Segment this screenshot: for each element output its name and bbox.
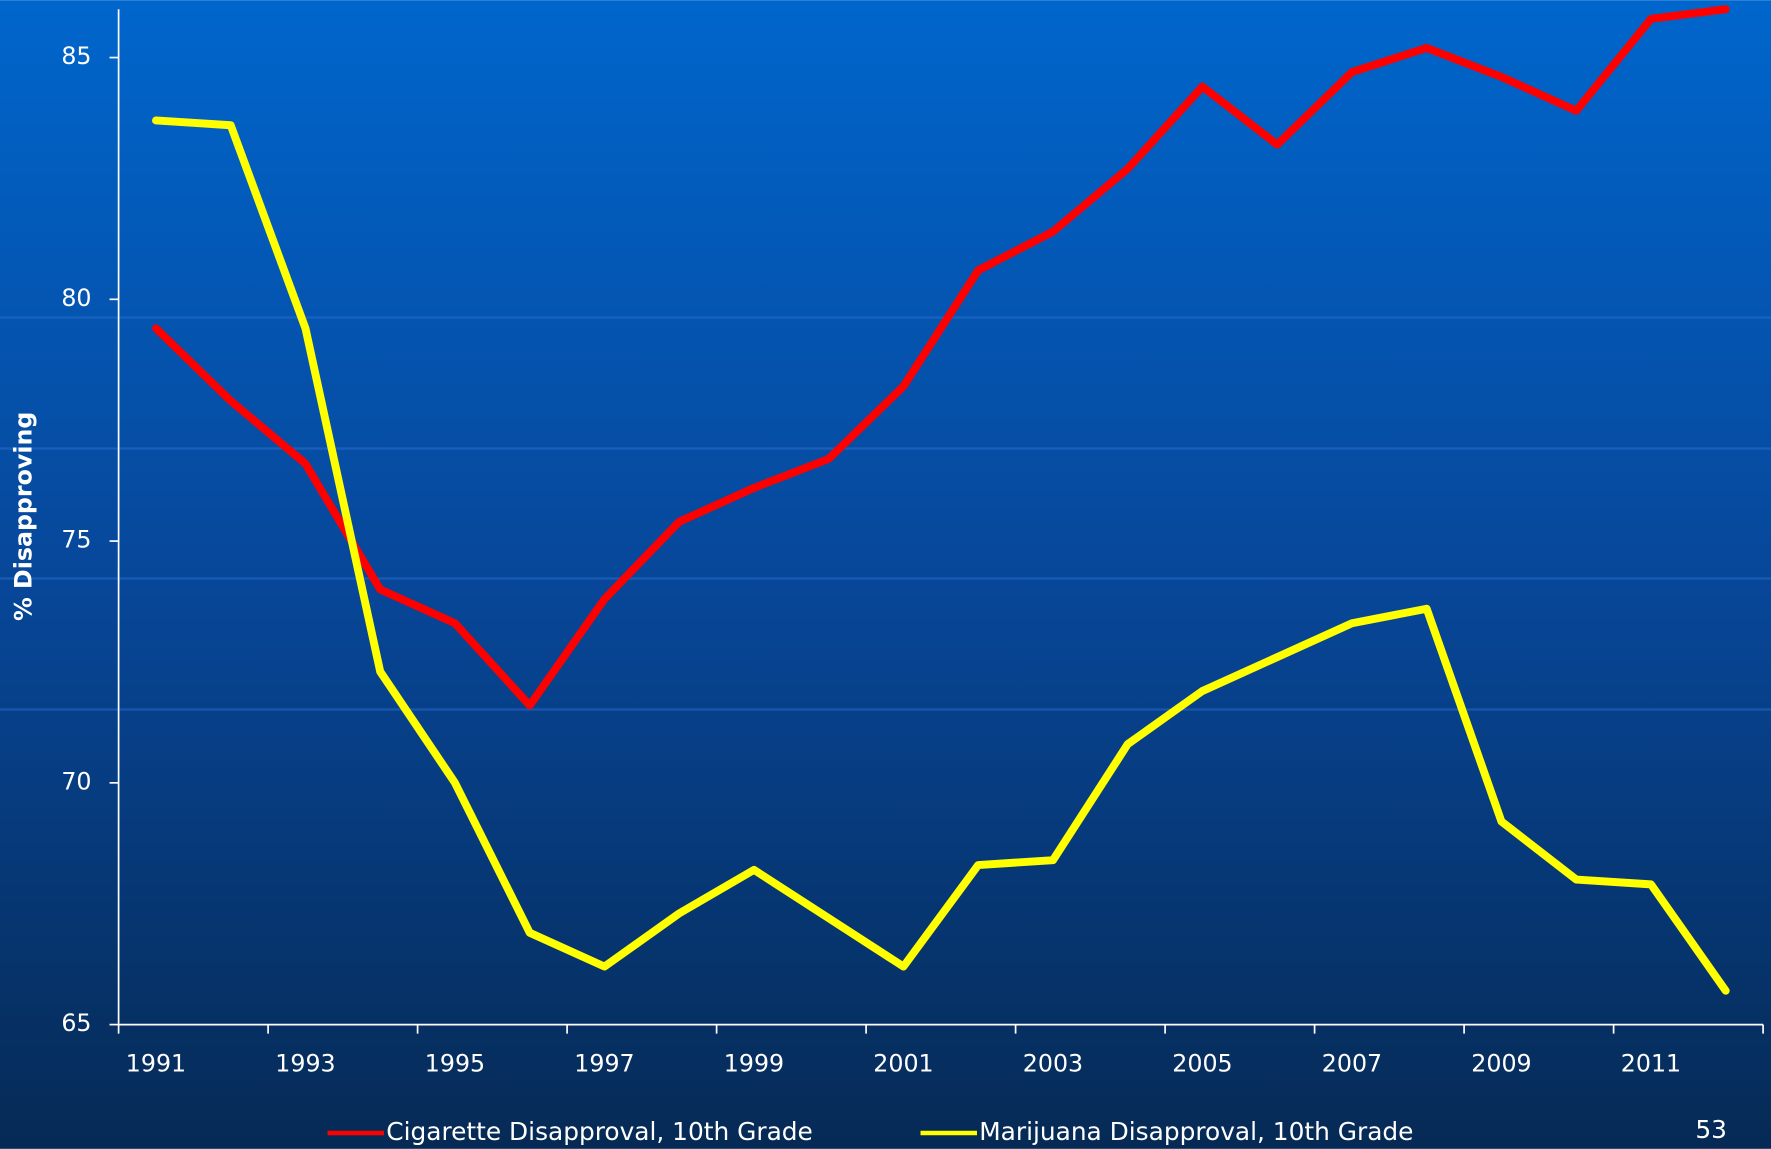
series-line [152,116,1730,995]
series-line [152,5,1730,710]
y-tick-label: 70 [61,767,91,795]
y-tick-label: 65 [61,1009,91,1037]
y-axis-label: % Disapproving [9,412,37,621]
x-tick-label: 2001 [873,1050,933,1078]
x-tick-label: 1993 [275,1050,335,1078]
background-decoration [0,316,1771,711]
x-tick-label: 2007 [1322,1050,1382,1078]
page-number: 53 [1695,1115,1727,1144]
x-tick-label: 1999 [724,1050,784,1078]
x-tick-label: 1997 [574,1050,634,1078]
legend-label: Cigarette Disapproval, 10th Grade [386,1117,813,1146]
legend-label: Marijuana Disapproval, 10th Grade [979,1117,1413,1146]
y-tick-label: 80 [61,284,91,312]
x-tick-label: 1991 [126,1050,186,1078]
x-tick-label: 2009 [1471,1050,1531,1078]
x-tick-label: 1995 [425,1050,485,1078]
x-tick-label: 2003 [1023,1050,1083,1078]
x-tick-label: 2011 [1621,1050,1681,1078]
y-tick-label: 75 [61,526,91,554]
y-tick-label: 85 [61,42,91,70]
x-tick-label: 2005 [1172,1050,1232,1078]
